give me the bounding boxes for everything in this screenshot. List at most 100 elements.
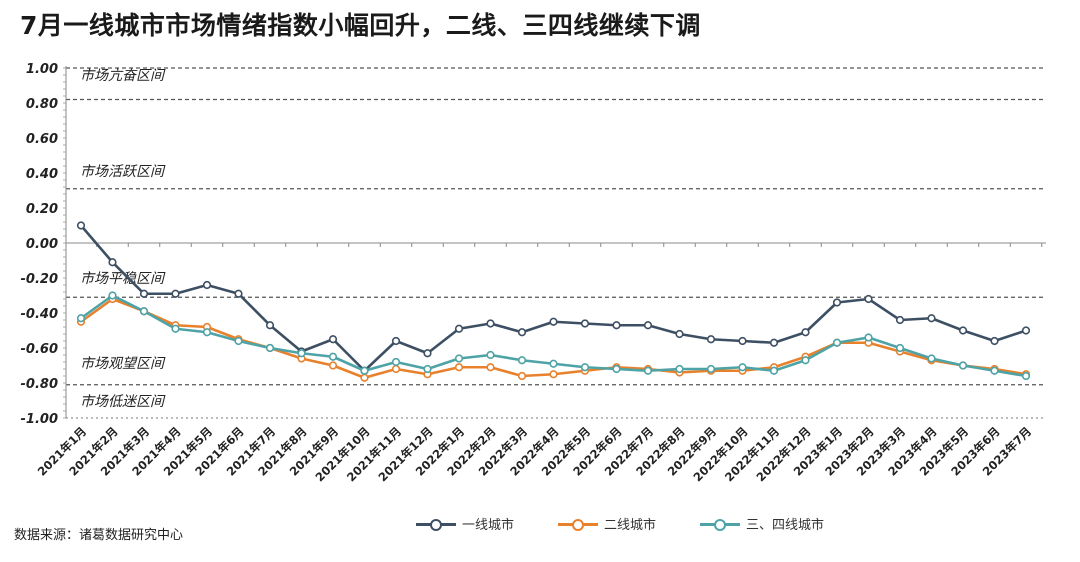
series-2-point-8: [328, 352, 338, 361]
legend-swatch-tier3-4: [700, 517, 741, 531]
series-0-point-16: [580, 319, 590, 328]
series-2-point-7: [297, 349, 306, 358]
series-0-point-17: [612, 321, 621, 330]
series-2-point-29: [990, 366, 999, 375]
series-2: [76, 291, 1031, 381]
y-tick-label-3: 0.40: [26, 167, 58, 182]
series-0-point-0: [76, 221, 86, 230]
chart-title: 7月一线城市市场情绪指数小幅回升，二线、三四线继续下调: [20, 11, 701, 40]
legend-label-tier1: 一线城市: [462, 518, 515, 533]
legend: 一线城市 二线城市 三、四线城市: [416, 514, 824, 533]
series-0-point-22: [769, 338, 779, 347]
series-2-point-23: [801, 356, 810, 365]
series-0-point-1: [108, 258, 117, 267]
series-1-point-12: [454, 363, 464, 372]
series-1-point-9: [360, 373, 369, 382]
series-2-point-24: [832, 338, 842, 347]
legend-item-tier3-4: 三、四线城市: [700, 514, 824, 533]
series-0-point-12: [454, 324, 464, 333]
zone-label-1: 市场活跃区间: [80, 164, 166, 180]
series-2-point-3: [171, 324, 180, 333]
series-2-point-2: [139, 307, 149, 316]
series-0-point-2: [139, 289, 149, 298]
series-2-point-6: [265, 343, 275, 353]
series-0-point-6: [265, 321, 275, 330]
y-tick-label-1: 0.80: [26, 97, 58, 112]
series-0-point-13: [486, 319, 495, 328]
y-tick-label-0: 1.00: [26, 62, 58, 77]
y-tick-label-10: -1.00: [21, 412, 58, 427]
series-0-point-28: [958, 326, 968, 335]
series-0-point-20: [706, 335, 716, 344]
series-0-point-5: [234, 289, 243, 298]
series-2-point-22: [769, 366, 779, 375]
legend-label-tier2: 二线城市: [604, 518, 657, 533]
series-2-point-11: [423, 364, 432, 374]
zone-boundaries: [66, 67, 1046, 419]
series-2-point-17: [612, 364, 621, 374]
series-2-point-18: [643, 366, 653, 375]
series-1-point-8: [328, 361, 338, 370]
legend-item-tier1: 一线城市: [416, 514, 514, 533]
series-0-point-19: [675, 329, 684, 339]
series-2-point-21: [738, 363, 747, 372]
x-axis-tick-labels: 2021年1月2021年2月2021年3月2021年4月2021年5月2021年…: [35, 424, 1034, 484]
series-0-point-24: [832, 298, 842, 307]
series-2-point-0: [76, 314, 86, 323]
series-2-point-12: [454, 354, 464, 363]
zone-label-0: 市场亢奋区间: [80, 68, 166, 84]
series-0-point-3: [171, 289, 180, 298]
series-2-point-25: [864, 333, 873, 342]
series-0-point-25: [864, 294, 873, 304]
series-lines: [76, 221, 1031, 382]
series-2-point-19: [675, 364, 684, 374]
series-0-point-27: [927, 314, 936, 323]
series-0-point-14: [517, 328, 527, 337]
series-0-point-8: [328, 335, 338, 344]
series-2-point-4: [202, 328, 212, 337]
legend-swatch-tier2: [558, 517, 599, 531]
series-0-point-15: [549, 317, 558, 326]
series-2-point-14: [517, 356, 527, 365]
series-1-point-15: [549, 370, 558, 379]
series-2-point-20: [706, 364, 716, 374]
series-0-point-29: [990, 336, 999, 346]
y-tick-label-2: 0.60: [26, 132, 58, 147]
zone-label-2: 市场平稳区间: [80, 271, 166, 287]
zone-label-4: 市场低迷区间: [80, 394, 166, 410]
y-tick-label-7: -0.40: [21, 307, 58, 322]
series-1-point-10: [391, 364, 401, 374]
y-tick-label-9: -0.80: [21, 377, 58, 392]
series-2-point-30: [1021, 371, 1031, 381]
legend-item-tier2: 二线城市: [558, 514, 656, 533]
series-2-point-27: [927, 354, 936, 363]
y-tick-label-6: -0.20: [21, 272, 58, 287]
y-tick-label-5: 0.00: [26, 237, 58, 252]
series-2-point-26: [895, 343, 905, 353]
series-0-point-4: [202, 280, 212, 290]
data-source-note: 数据来源：诸葛数据研究中心: [14, 528, 184, 543]
series-0-point-30: [1021, 326, 1031, 335]
legend-swatch-tier1: [416, 517, 456, 531]
series-2-point-13: [486, 350, 495, 360]
series-2-point-15: [549, 359, 558, 368]
y-axis-tick-labels: 1.00 0.80 0.60 0.40 0.20 0.00 -0.20 -0.40 -0.60 -…: [21, 62, 58, 427]
series-2-point-28: [958, 361, 968, 370]
series-0: [76, 221, 1031, 375]
series-1: [76, 294, 1031, 382]
series-0-point-26: [895, 315, 905, 325]
y-tick-label-4: 0.20: [26, 202, 58, 217]
series-2-point-9: [360, 366, 369, 375]
series-0-point-11: [423, 349, 432, 358]
series-2-point-16: [580, 363, 590, 372]
series-0-point-21: [738, 336, 747, 346]
series-0-point-18: [643, 321, 653, 330]
legend-label-tier3-4: 三、四线城市: [746, 518, 825, 533]
series-0-point-10: [391, 336, 401, 346]
series-2-point-5: [234, 336, 243, 346]
y-tick-label-8: -0.60: [21, 342, 58, 357]
series-1-point-13: [486, 363, 495, 372]
series-line-0: [80, 224, 1027, 373]
